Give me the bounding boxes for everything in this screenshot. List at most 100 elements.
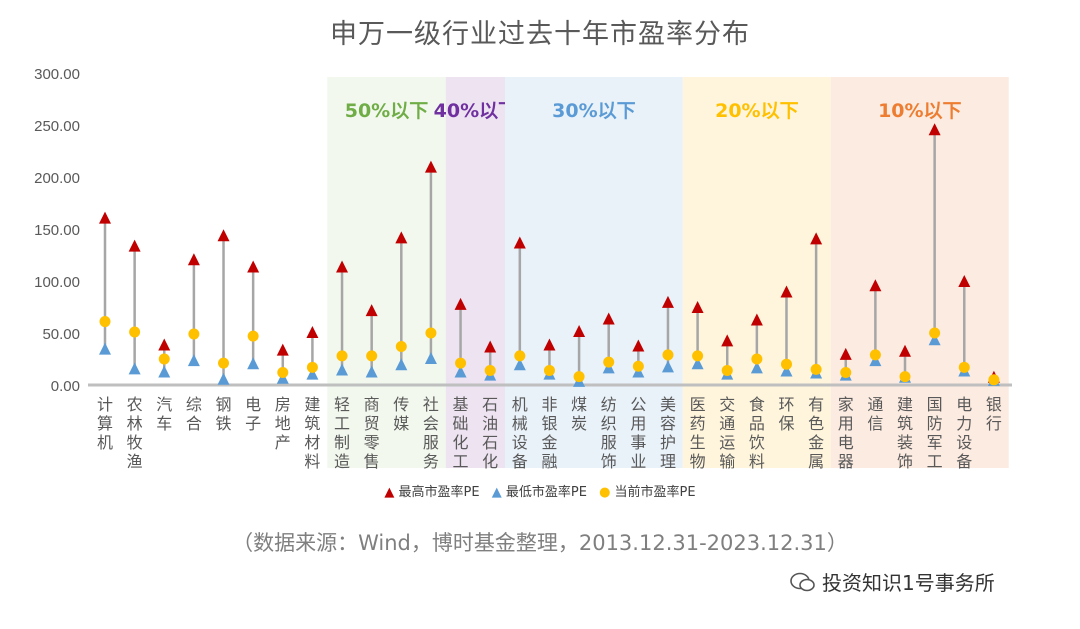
legend-item-min: ▲ 最低市盈率PE [492, 485, 587, 500]
max-pe-marker [276, 343, 289, 356]
max-pe-marker [158, 338, 171, 351]
max-pe-marker [839, 347, 852, 360]
x-tick-label: 食品饮料 [749, 395, 765, 471]
current-pe-marker [336, 350, 348, 362]
x-tick-label: 电子 [245, 395, 261, 433]
max-pe-marker [513, 236, 526, 249]
x-tick-label: 电力设备 [956, 395, 972, 471]
current-pe-marker [573, 371, 585, 383]
current-pe-marker [395, 341, 407, 353]
max-pe-marker [869, 279, 882, 292]
x-tick-label: 农林牧渔 [127, 395, 143, 471]
max-pe-marker [899, 344, 912, 357]
legend-label: 当前市盈率PE [614, 485, 696, 500]
x-tick-label: 国防军工 [927, 395, 943, 471]
x-tick-label: 商贸零售 [364, 395, 380, 471]
current-pe-marker [455, 357, 467, 369]
legend-item-current: ● 当前市盈率PE [599, 485, 696, 500]
band-label: 40%以下 [434, 100, 517, 122]
x-tick-label: 家用电器 [838, 395, 854, 471]
current-pe-marker [692, 350, 704, 362]
x-tick-label: 社会服务 [423, 395, 439, 471]
max-pe-marker [721, 334, 734, 347]
x-tick-label: 非银金融 [541, 395, 557, 471]
current-pe-marker [425, 327, 437, 339]
min-pe-marker [424, 352, 437, 364]
legend: ▲ 最高市盈率PE ▲ 最低市盈率PE ● 当前市盈率PE [0, 481, 1080, 500]
x-tick-label: 美容护理 [660, 395, 676, 471]
band-background [830, 77, 1009, 468]
y-tick-label: 250.00 [34, 118, 80, 135]
current-pe-marker [188, 328, 200, 340]
x-tick-label: 基础化工 [453, 395, 469, 471]
wechat-icon [790, 572, 815, 591]
max-pe-marker [484, 340, 497, 353]
chart-plot: 50%以下 40%以下 30%以下 20%以下 10%以下 0.00 50.00 100.00… [34, 66, 1012, 471]
triangle-icon: ▲ [491, 485, 502, 500]
current-pe-marker [366, 350, 378, 362]
min-pe-marker [99, 342, 111, 355]
circle-icon: ● [599, 485, 611, 500]
max-pe-marker [306, 326, 319, 338]
max-pe-marker [780, 285, 793, 298]
min-pe-marker [217, 372, 230, 385]
current-pe-marker [158, 353, 170, 365]
current-pe-marker [514, 350, 526, 362]
max-pe-marker [395, 231, 408, 244]
max-pe-marker [187, 253, 200, 266]
current-pe-marker [129, 326, 141, 338]
current-pe-marker [277, 367, 289, 379]
max-pe-marker [958, 275, 971, 288]
min-pe-marker [691, 357, 704, 370]
min-pe-marker [336, 363, 349, 376]
current-pe-marker [543, 364, 555, 376]
x-tick-label: 钢铁 [216, 395, 232, 433]
band-label: 30%以下 [552, 100, 635, 122]
max-pe-marker [424, 160, 437, 173]
current-pe-marker [988, 374, 1000, 386]
min-pe-marker [780, 364, 793, 377]
max-pe-marker [573, 324, 586, 337]
x-tick-label: 医药生物 [690, 395, 706, 471]
x-tick-label: 房地产 [275, 395, 291, 452]
x-tick-label: 石油石化 [482, 395, 498, 471]
current-pe-marker [484, 364, 496, 376]
max-pe-marker [217, 229, 230, 242]
x-tick-label: 有色金属 [808, 395, 824, 471]
legend-label: 最高市盈率PE [398, 485, 480, 500]
legend-label: 最低市盈率PE [505, 485, 587, 500]
x-tick-label: 通信 [867, 395, 883, 433]
y-tick-label: 0.00 [51, 378, 80, 395]
min-pe-marker [661, 360, 674, 373]
current-pe-marker [899, 371, 911, 383]
current-pe-marker [247, 330, 259, 342]
legend-item-max: ▲ 最高市盈率PE [384, 485, 479, 500]
min-pe-marker [365, 365, 378, 378]
x-tick-label: 煤炭 [571, 395, 587, 433]
max-pe-marker [128, 239, 141, 252]
band-label: 10%以下 [878, 100, 961, 122]
band-background [327, 77, 446, 468]
x-tick-label: 汽车 [156, 395, 172, 433]
max-pe-marker [810, 232, 823, 245]
x-tick-label: 纺织服饰 [601, 395, 617, 471]
x-tick-label: 交通运输 [719, 395, 735, 471]
y-tick-label: 300.00 [34, 66, 80, 83]
current-pe-marker [751, 353, 763, 365]
max-pe-marker [928, 123, 941, 136]
chart-title: 申万一级行业过去十年市盈率分布 [330, 19, 750, 50]
current-pe-marker [662, 349, 674, 361]
y-tick-label: 150.00 [34, 222, 80, 239]
current-pe-marker [869, 349, 881, 361]
y-tick-label: 200.00 [34, 170, 80, 187]
max-pe-marker [336, 260, 349, 273]
max-pe-marker [691, 301, 704, 314]
max-pe-marker [661, 295, 674, 308]
source-note: （数据来源：Wind，博时基金整理，2013.12.31-2023.12.31） [232, 531, 848, 555]
current-pe-marker [958, 361, 970, 373]
current-pe-marker [810, 363, 822, 375]
min-pe-marker [306, 367, 319, 380]
min-pe-marker [513, 358, 526, 371]
max-pe-marker [247, 260, 260, 273]
x-tick-label: 建筑装饰 [897, 395, 913, 471]
